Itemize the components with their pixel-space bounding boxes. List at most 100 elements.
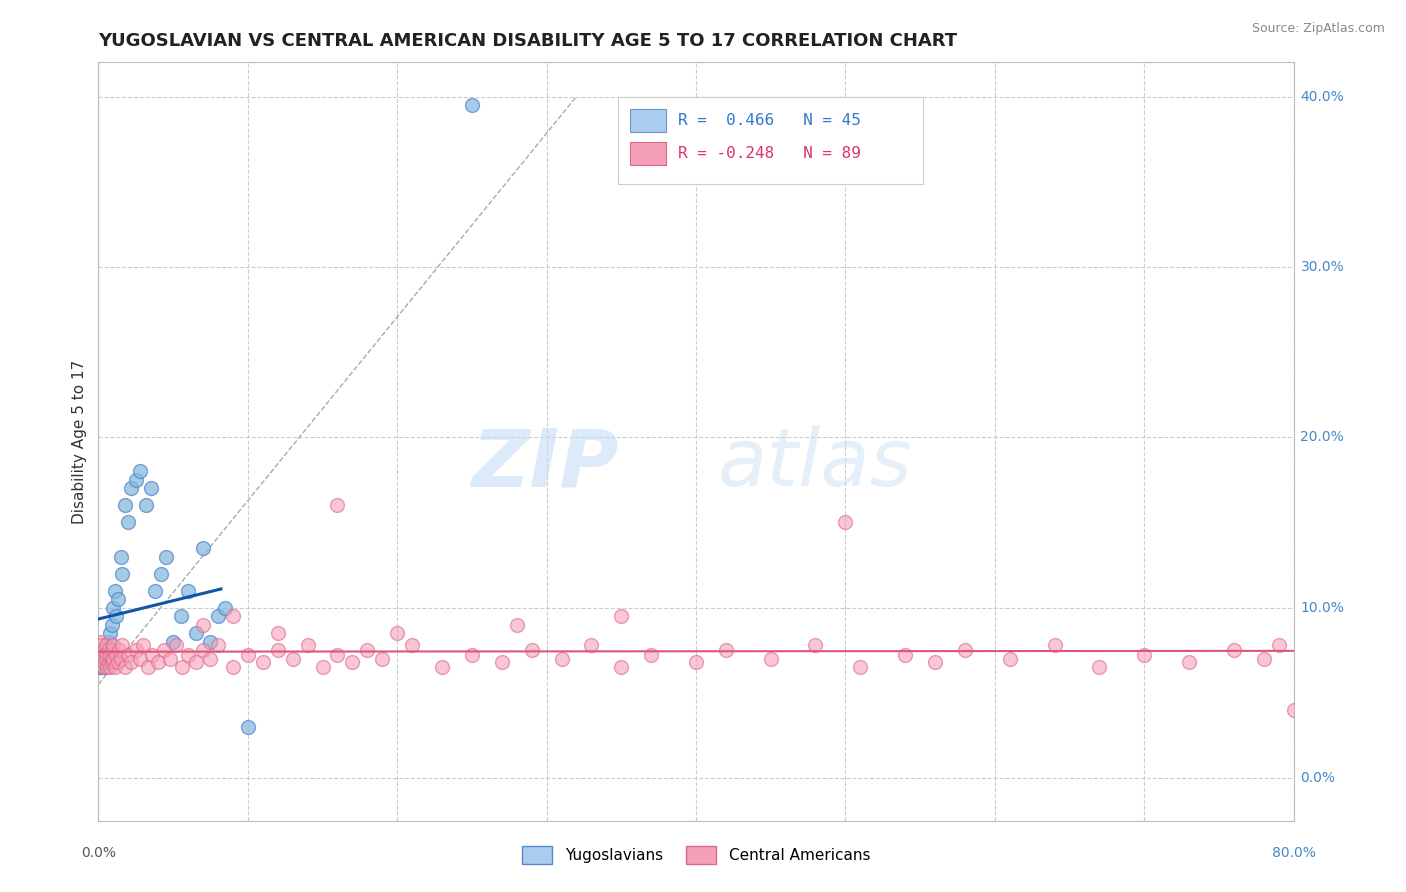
Text: 20.0%: 20.0% bbox=[1301, 430, 1344, 444]
Point bbox=[143, 583, 166, 598]
Point bbox=[98, 648, 122, 663]
Text: ZIP: ZIP bbox=[471, 425, 619, 503]
Point bbox=[207, 609, 229, 624]
Point bbox=[281, 652, 304, 666]
Point bbox=[491, 655, 513, 669]
Point bbox=[93, 652, 115, 666]
Point bbox=[236, 648, 259, 663]
Point bbox=[107, 592, 129, 607]
Legend: Yugoslavians, Central Americans: Yugoslavians, Central Americans bbox=[516, 840, 876, 870]
Text: Source: ZipAtlas.com: Source: ZipAtlas.com bbox=[1251, 22, 1385, 36]
Point bbox=[136, 660, 159, 674]
Point bbox=[96, 647, 118, 661]
Point bbox=[120, 482, 142, 496]
Point bbox=[998, 652, 1021, 666]
Text: YUGOSLAVIAN VS CENTRAL AMERICAN DISABILITY AGE 5 TO 17 CORRELATION CHART: YUGOSLAVIAN VS CENTRAL AMERICAN DISABILI… bbox=[98, 32, 957, 50]
Point bbox=[1178, 655, 1201, 669]
Point bbox=[90, 652, 112, 666]
Point bbox=[326, 648, 349, 663]
Point bbox=[103, 638, 125, 652]
Point bbox=[96, 652, 118, 666]
Point bbox=[326, 499, 349, 513]
Point bbox=[172, 660, 194, 674]
Point bbox=[222, 660, 245, 674]
Point bbox=[165, 638, 187, 652]
Point bbox=[155, 549, 177, 564]
Text: R = -0.248   N = 89: R = -0.248 N = 89 bbox=[678, 146, 860, 161]
Point bbox=[117, 648, 139, 663]
Point bbox=[342, 655, 364, 669]
Point bbox=[91, 648, 114, 663]
Point bbox=[610, 660, 633, 674]
Point bbox=[93, 655, 115, 669]
Y-axis label: Disability Age 5 to 17: Disability Age 5 to 17 bbox=[72, 359, 87, 524]
Text: R =  0.466   N = 45: R = 0.466 N = 45 bbox=[678, 113, 860, 128]
Point bbox=[191, 617, 214, 632]
Point bbox=[97, 655, 120, 669]
Point bbox=[110, 549, 132, 564]
Text: atlas: atlas bbox=[718, 425, 912, 503]
Point bbox=[297, 638, 319, 652]
Point bbox=[191, 643, 214, 657]
Point bbox=[222, 609, 245, 624]
Text: 30.0%: 30.0% bbox=[1301, 260, 1344, 274]
Point bbox=[114, 660, 136, 674]
Point bbox=[108, 643, 131, 657]
Point bbox=[804, 638, 827, 652]
Text: 10.0%: 10.0% bbox=[1301, 600, 1344, 615]
Point bbox=[111, 566, 134, 581]
Point bbox=[105, 609, 128, 624]
Point bbox=[93, 660, 115, 674]
Point bbox=[114, 499, 136, 513]
Point bbox=[141, 648, 163, 663]
Point bbox=[153, 643, 176, 657]
Point bbox=[1282, 703, 1305, 717]
Point bbox=[98, 626, 122, 640]
Point bbox=[191, 541, 214, 555]
Point bbox=[110, 652, 132, 666]
Point bbox=[89, 660, 111, 674]
Point bbox=[129, 464, 152, 478]
Point bbox=[105, 648, 128, 663]
Point bbox=[90, 660, 112, 674]
Point bbox=[685, 655, 707, 669]
Point bbox=[103, 600, 125, 615]
Point bbox=[640, 648, 662, 663]
Point bbox=[953, 643, 976, 657]
Point bbox=[93, 643, 115, 657]
Point bbox=[1267, 638, 1289, 652]
Point bbox=[1223, 643, 1246, 657]
Point bbox=[461, 648, 484, 663]
Point bbox=[132, 638, 155, 652]
Point bbox=[89, 643, 111, 657]
Point bbox=[91, 648, 114, 663]
Point bbox=[834, 516, 856, 530]
Point bbox=[135, 499, 157, 513]
Text: 40.0%: 40.0% bbox=[1301, 89, 1344, 103]
Point bbox=[101, 617, 124, 632]
Point bbox=[924, 655, 946, 669]
Text: 0.0%: 0.0% bbox=[82, 846, 115, 860]
Point bbox=[129, 652, 152, 666]
Point bbox=[91, 655, 114, 669]
Point bbox=[125, 473, 148, 487]
Point bbox=[101, 655, 124, 669]
Point bbox=[581, 638, 603, 652]
Point bbox=[1043, 638, 1066, 652]
Point bbox=[894, 648, 917, 663]
Point bbox=[94, 652, 117, 666]
Point bbox=[849, 660, 872, 674]
Point bbox=[91, 660, 114, 674]
Point bbox=[97, 641, 120, 656]
Point bbox=[461, 98, 484, 112]
Point bbox=[139, 482, 162, 496]
Point bbox=[401, 638, 423, 652]
Point bbox=[159, 652, 181, 666]
Point bbox=[148, 655, 170, 669]
Point bbox=[94, 648, 117, 663]
Point bbox=[101, 643, 124, 657]
Point bbox=[714, 643, 737, 657]
Point bbox=[356, 643, 378, 657]
Point bbox=[311, 660, 333, 674]
Point bbox=[103, 652, 125, 666]
